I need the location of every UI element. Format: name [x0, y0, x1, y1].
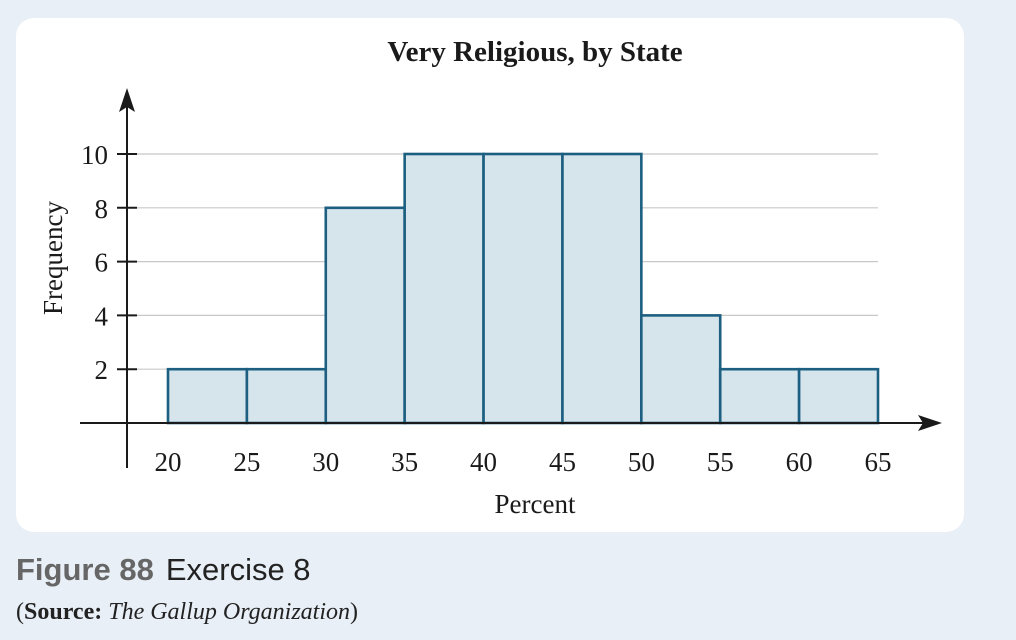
x-tick-label: 60 — [786, 447, 813, 477]
histogram-bar — [245, 367, 328, 425]
chart-title: Very Religious, by State — [387, 36, 683, 68]
histogram-bars — [166, 152, 880, 425]
x-tick-label: 45 — [549, 447, 576, 477]
x-tick-label: 25 — [233, 447, 260, 477]
y-axis-label: Frequency — [38, 201, 68, 315]
tick-labels: 2 4 6 8 10 20 25 30 35 40 45 50 55 60 65 — [81, 140, 892, 477]
x-tick-label: 55 — [707, 447, 734, 477]
histogram-bar — [324, 206, 406, 425]
figure-text: Exercise 8 — [165, 552, 311, 587]
y-tick-label: 8 — [95, 194, 109, 224]
histogram-bar — [718, 367, 801, 425]
x-tick-label: 65 — [865, 447, 892, 477]
histogram-bar — [640, 314, 722, 425]
histogram-bar — [561, 152, 643, 425]
x-tick-label: 35 — [391, 447, 418, 477]
axes — [80, 88, 942, 468]
histogram-bar — [403, 152, 485, 425]
x-tick-label: 40 — [470, 447, 497, 477]
source-label: Source: — [24, 599, 103, 625]
x-axis-arrow — [918, 415, 942, 431]
source-close: ) — [350, 599, 359, 625]
x-tick-label: 20 — [155, 447, 182, 477]
figure-number: Figure 88 — [16, 552, 154, 587]
x-tick-label: 30 — [312, 447, 339, 477]
x-axis-label: Percent — [495, 489, 576, 519]
source-text: The Gallup Organization — [108, 599, 351, 625]
histogram-bar — [166, 367, 249, 425]
histogram-bar — [797, 367, 880, 425]
y-axis-arrow — [119, 88, 135, 112]
source-note: (Source: The Gallup Organization) — [16, 599, 358, 626]
y-tick-label: 6 — [95, 248, 109, 278]
y-tick-label: 10 — [81, 140, 108, 170]
histogram-bar — [482, 152, 564, 425]
y-tick-label: 2 — [95, 355, 109, 385]
tick-marks — [117, 153, 137, 371]
x-tick-label: 50 — [628, 447, 655, 477]
figure-caption: Figure 88 Exercise 8 — [16, 552, 311, 588]
source-open: ( — [16, 599, 24, 625]
y-tick-label: 4 — [95, 301, 109, 331]
